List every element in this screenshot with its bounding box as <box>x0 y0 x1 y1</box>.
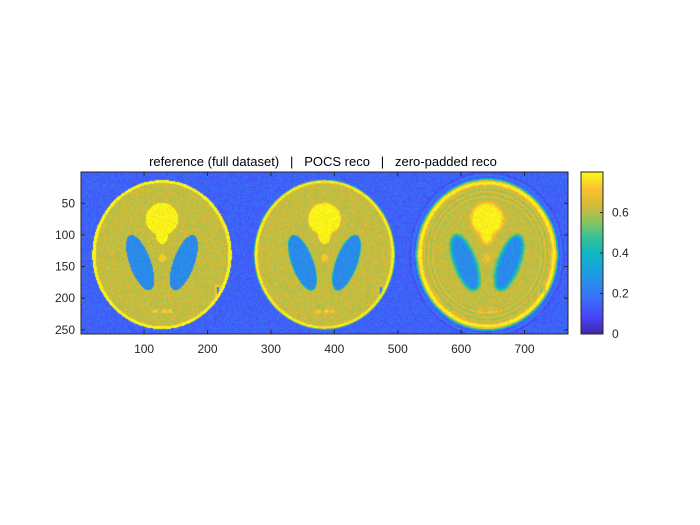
colorbar-tick-label: 0.6 <box>612 206 629 220</box>
colorbar <box>580 171 604 335</box>
plot-frame <box>80 171 569 335</box>
x-tick-label: 700 <box>515 342 535 356</box>
x-tick-label: 100 <box>134 342 154 356</box>
x-axis: 100 200 300 400 500 600 700 <box>134 172 535 356</box>
colorbar-axis: 0 0.2 0.4 0.6 <box>600 206 629 341</box>
y-tick-label: 50 <box>62 196 76 210</box>
x-tick-label: 500 <box>388 342 408 356</box>
x-tick-label: 300 <box>261 342 281 356</box>
chart-title: reference (full dataset) | POCS reco | z… <box>149 154 497 169</box>
y-tick-label: 150 <box>55 260 75 274</box>
x-tick-label: 400 <box>324 342 344 356</box>
y-tick-label: 200 <box>55 291 75 305</box>
x-tick-label: 600 <box>451 342 471 356</box>
colorbar-tick-label: 0 <box>612 327 619 341</box>
phantom-image <box>81 172 568 334</box>
y-tick-label: 100 <box>55 228 75 242</box>
y-axis: 50 100 150 200 250 <box>55 196 568 337</box>
x-tick-label: 200 <box>197 342 217 356</box>
colorbar-tick-label: 0.4 <box>612 246 629 260</box>
y-tick-label: 250 <box>55 323 75 337</box>
colorbar-tick-label: 0.2 <box>612 287 629 301</box>
